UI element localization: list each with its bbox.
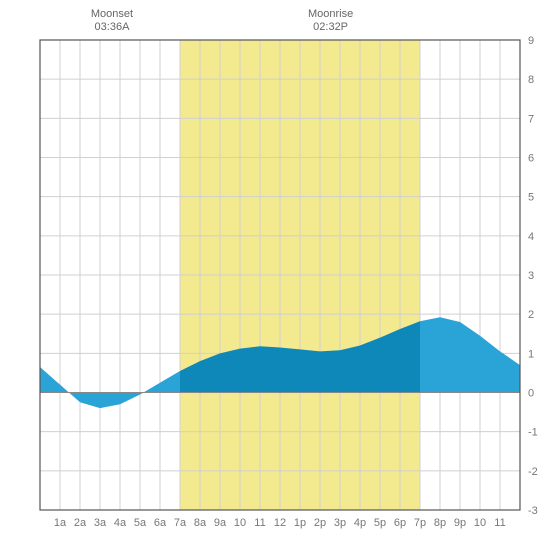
moonrise-title: Moonrise xyxy=(308,8,353,20)
x-tick-label: 9a xyxy=(214,517,227,529)
y-tick-label: -1 xyxy=(528,427,538,439)
x-tick-label: 8p xyxy=(434,517,446,529)
x-tick-label: 8a xyxy=(194,517,207,529)
y-tick-label: 9 xyxy=(528,35,534,47)
y-tick-label: 5 xyxy=(528,192,534,204)
y-tick-label: -3 xyxy=(528,505,538,517)
y-tick-label: 0 xyxy=(528,388,534,400)
x-tick-label: 11 xyxy=(494,517,505,529)
moonset-label: Moonset 03:36A xyxy=(91,8,133,34)
x-tick-label: 3a xyxy=(94,517,107,529)
x-tick-label: 5a xyxy=(134,517,147,529)
moonrise-time: 02:32P xyxy=(313,21,348,33)
moonset-title: Moonset xyxy=(91,8,133,20)
x-tick-label: 1a xyxy=(54,517,67,529)
x-tick-label: 10 xyxy=(474,517,486,529)
x-tick-label: 7p xyxy=(414,517,426,529)
x-tick-label: 1p xyxy=(294,517,306,529)
y-tick-label: 1 xyxy=(528,348,534,360)
y-tick-label: 6 xyxy=(528,153,534,165)
moonrise-label: Moonrise 02:32P xyxy=(308,8,353,34)
x-tick-label: 3p xyxy=(334,517,346,529)
x-tick-label: 7a xyxy=(174,517,187,529)
x-tick-label: 10 xyxy=(234,517,246,529)
y-tick-label: 7 xyxy=(528,113,534,125)
x-tick-label: 11 xyxy=(254,517,265,529)
x-tick-label: 2a xyxy=(74,517,87,529)
moonset-time: 03:36A xyxy=(95,21,130,33)
y-tick-label: -2 xyxy=(528,466,538,478)
x-tick-label: 4a xyxy=(114,517,127,529)
chart-svg: 1a2a3a4a5a6a7a8a9a1011121p2p3p4p5p6p7p8p… xyxy=(0,0,550,550)
y-tick-label: 2 xyxy=(528,309,534,321)
y-tick-label: 8 xyxy=(528,74,534,86)
y-tick-label: 4 xyxy=(528,231,534,243)
x-tick-label: 4p xyxy=(354,517,366,529)
x-tick-label: 5p xyxy=(374,517,386,529)
x-tick-label: 2p xyxy=(314,517,326,529)
x-tick-label: 6a xyxy=(154,517,167,529)
tide-chart: Moonset 03:36A Moonrise 02:32P 1a 2a 3a 4a 5… xyxy=(0,0,550,550)
x-tick-label: 12 xyxy=(274,517,286,529)
x-tick-label: 9p xyxy=(454,517,466,529)
x-tick-label: 6p xyxy=(394,517,406,529)
y-tick-label: 3 xyxy=(528,270,534,282)
